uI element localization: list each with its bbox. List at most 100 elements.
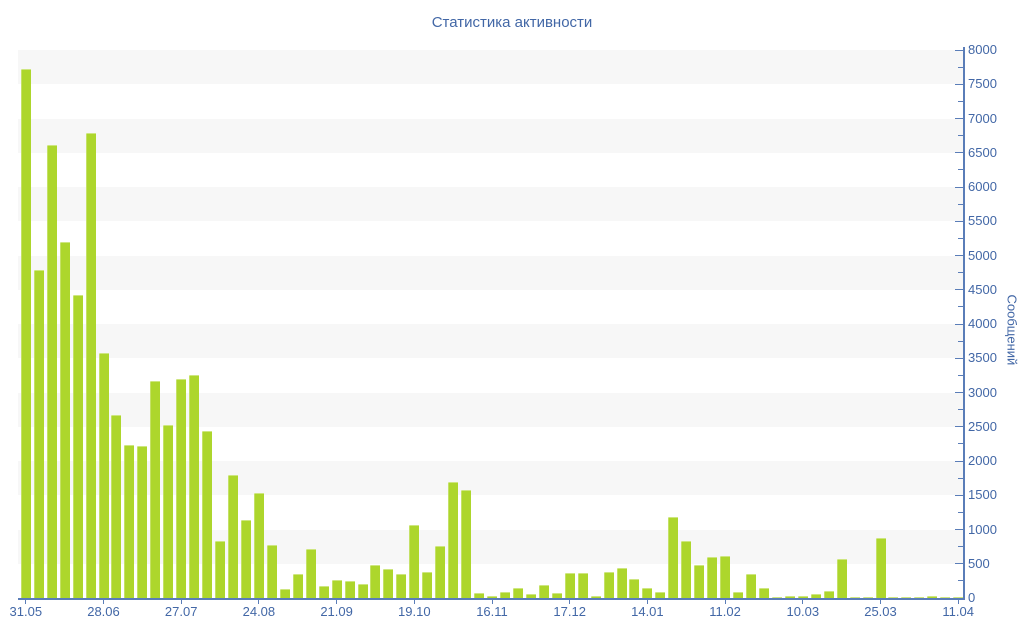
y-minor-tick	[958, 409, 963, 411]
bar-62[interactable]	[810, 594, 821, 598]
bar-19[interactable]	[253, 493, 264, 598]
grid-band	[18, 461, 963, 496]
bar-38[interactable]	[499, 591, 510, 598]
bar-34[interactable]	[448, 482, 459, 598]
grid-band	[18, 529, 963, 564]
bar-4[interactable]	[59, 242, 70, 598]
y-major-tick	[955, 289, 963, 291]
bar-33[interactable]	[435, 545, 446, 598]
bar-11[interactable]	[150, 380, 161, 598]
bar-16[interactable]	[215, 540, 226, 598]
bar-50[interactable]	[655, 591, 666, 598]
bar-73[interactable]	[953, 596, 964, 598]
bar-59[interactable]	[771, 596, 782, 598]
bar-35[interactable]	[461, 489, 472, 598]
bar-37[interactable]	[487, 596, 497, 598]
bar-31[interactable]	[409, 525, 420, 598]
x-tick-label: 11.04	[942, 604, 974, 619]
bar-27[interactable]	[357, 583, 368, 598]
y-tick-label: 4000	[968, 316, 997, 331]
bar-61[interactable]	[797, 595, 808, 598]
bar-23[interactable]	[305, 549, 316, 598]
bar-52[interactable]	[681, 540, 692, 598]
bar-17[interactable]	[228, 475, 238, 598]
bar-21[interactable]	[279, 589, 290, 598]
bar-63[interactable]	[823, 591, 834, 598]
bar-6[interactable]	[85, 132, 96, 598]
bar-22[interactable]	[292, 574, 303, 598]
bar-53[interactable]	[694, 565, 705, 598]
y-tick-label: 8000	[968, 42, 997, 57]
bar-14[interactable]	[189, 375, 200, 598]
bar-41[interactable]	[538, 584, 549, 598]
bar-66[interactable]	[862, 597, 873, 598]
x-tick-label: 24.08	[242, 604, 276, 619]
bar-56[interactable]	[733, 591, 744, 598]
bar-39[interactable]	[512, 588, 523, 598]
x-axis-line	[18, 598, 965, 600]
grid-band	[18, 118, 963, 153]
y-minor-tick	[958, 306, 963, 308]
y-minor-tick	[958, 135, 963, 137]
y-minor-tick	[958, 66, 963, 68]
bar-68[interactable]	[888, 597, 899, 598]
x-tick	[336, 600, 338, 604]
bar-28[interactable]	[370, 565, 381, 598]
y-major-tick	[955, 186, 963, 188]
bar-30[interactable]	[396, 574, 407, 598]
bar-47[interactable]	[616, 567, 627, 598]
y-major-tick	[955, 49, 963, 51]
bar-67[interactable]	[875, 538, 886, 598]
bar-10[interactable]	[137, 445, 148, 598]
grid-band	[18, 50, 963, 85]
bar-20[interactable]	[266, 545, 277, 598]
bar-2[interactable]	[33, 269, 44, 598]
bar-43[interactable]	[564, 572, 575, 598]
bar-12[interactable]	[163, 424, 174, 598]
bar-32[interactable]	[422, 571, 433, 598]
bar-46[interactable]	[603, 571, 614, 598]
bar-58[interactable]	[758, 587, 769, 598]
bar-24[interactable]	[318, 586, 329, 598]
y-minor-tick	[958, 443, 963, 445]
y-major-tick	[955, 460, 963, 462]
bar-64[interactable]	[836, 558, 847, 598]
bar-49[interactable]	[642, 588, 653, 598]
bar-70[interactable]	[914, 597, 925, 598]
bar-45[interactable]	[590, 595, 601, 598]
bar-72[interactable]	[940, 596, 951, 598]
y-tick-label: 5500	[968, 213, 997, 229]
bar-65[interactable]	[849, 597, 860, 598]
bar-13[interactable]	[176, 379, 187, 598]
bar-54[interactable]	[707, 556, 718, 598]
bar-71[interactable]	[927, 595, 938, 598]
bar-60[interactable]	[784, 595, 795, 598]
bar-40[interactable]	[525, 594, 536, 598]
bar-26[interactable]	[344, 580, 355, 598]
y-tick-label: 7500	[968, 76, 997, 92]
bar-25[interactable]	[331, 580, 342, 598]
bar-69[interactable]	[901, 597, 912, 598]
bar-29[interactable]	[383, 569, 394, 598]
bar-57[interactable]	[746, 574, 756, 598]
bar-9[interactable]	[124, 445, 135, 598]
x-tick-label: 11.02	[709, 604, 741, 619]
bar-15[interactable]	[202, 430, 213, 598]
bar-7[interactable]	[98, 353, 109, 598]
bar-3[interactable]	[46, 144, 57, 598]
y-tick-label: 3500	[968, 350, 997, 366]
bar-44[interactable]	[577, 573, 588, 598]
y-major-tick	[955, 494, 963, 496]
bar-18[interactable]	[240, 519, 251, 598]
bar-8[interactable]	[111, 415, 122, 598]
grid-band	[18, 324, 963, 359]
x-tick	[569, 600, 571, 604]
bar-5[interactable]	[72, 295, 83, 598]
bar-42[interactable]	[551, 592, 562, 598]
bar-51[interactable]	[668, 516, 679, 598]
bar-1[interactable]	[20, 69, 31, 598]
bar-48[interactable]	[629, 578, 640, 598]
bar-36[interactable]	[474, 592, 485, 598]
bar-55[interactable]	[720, 556, 731, 598]
